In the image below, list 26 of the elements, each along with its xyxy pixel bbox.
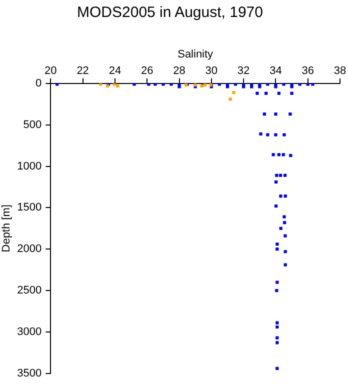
x-axis-title: Salinity: [178, 48, 214, 61]
x-tick-label: 22: [76, 64, 89, 77]
x-tick-label: 32: [237, 64, 250, 77]
x-tick-label: 28: [173, 64, 186, 77]
point: [112, 83, 116, 86]
y-tick-label: 3000: [17, 326, 42, 338]
y-tick-label: 2500: [17, 284, 42, 297]
x-tick-label: 38: [334, 64, 346, 77]
y-tick-label: 0: [36, 77, 42, 90]
y-tick-label: 1500: [17, 202, 42, 214]
point: [228, 98, 232, 101]
x-tick-label: 30: [205, 64, 218, 77]
x-tick-label: 20: [44, 64, 57, 77]
point: [116, 84, 120, 88]
y-axis-title: Depth [m]: [0, 204, 13, 252]
y-tick-label: 2000: [17, 243, 42, 256]
chart-title: MODS2005 in August, 1970: [77, 4, 263, 22]
y-tick-label: 3500: [17, 367, 42, 380]
point: [232, 90, 236, 94]
x-tick-label: 26: [140, 64, 154, 77]
y-tick-label: 1000: [17, 160, 42, 172]
y-tick-label: 500: [23, 118, 42, 131]
x-tick-label: 34: [270, 64, 282, 77]
x-tick-label: 24: [108, 64, 122, 77]
point: [99, 83, 102, 86]
x-tick-label: 36: [302, 64, 314, 77]
